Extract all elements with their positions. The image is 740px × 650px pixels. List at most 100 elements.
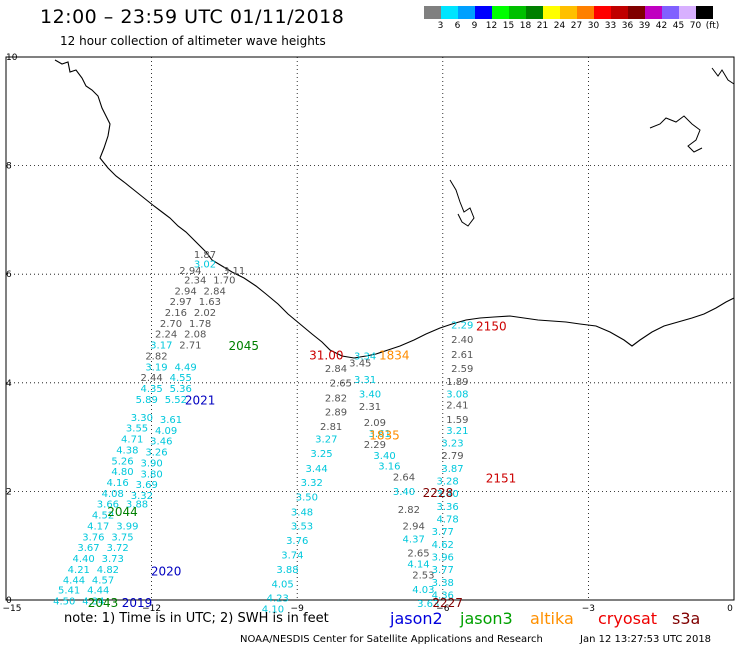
pass-time-label: 2043	[88, 596, 119, 610]
y-tick-label: 4	[6, 379, 12, 389]
wave-height-value: 4.09	[155, 426, 177, 437]
wave-height-value: 3.38	[432, 578, 454, 589]
wave-height-value: 3.61	[160, 415, 182, 426]
wave-height-value: 2.84	[204, 286, 226, 297]
wave-height-value: 3.48	[291, 507, 313, 518]
wave-height-value: 3.55	[126, 424, 148, 435]
wave-height-value: 2.08	[184, 330, 206, 341]
axis-ticks: −15 −12 −9 −6 −3 0 10 8 6 4 2 0	[3, 53, 734, 614]
wave-height-value: 5.52	[165, 395, 187, 406]
wave-height-value: 3.88	[126, 500, 148, 511]
wave-height-value: 4.38	[116, 445, 138, 456]
legend-swatch	[577, 6, 594, 19]
wave-height-value: 1.59	[446, 415, 468, 426]
wave-height-value: 2.29	[364, 440, 386, 451]
wave-height-value: 3.87	[441, 464, 463, 475]
pass-time-label: 2228	[423, 486, 454, 500]
legend-label: 21	[536, 21, 549, 31]
wave-height-value: 3.69	[136, 480, 158, 491]
wave-height-value: 4.16	[106, 478, 128, 489]
wave-height-value: 3.90	[140, 458, 162, 469]
legend-swatch	[492, 6, 509, 19]
wave-height-value: 5.89	[136, 395, 158, 406]
wave-height-value: 4.50	[53, 596, 75, 607]
wave-height-value: 4.10	[262, 604, 284, 615]
legend-label: 30	[587, 21, 600, 31]
legend-swatch	[560, 6, 577, 19]
wave-height-value: 2.64	[393, 473, 415, 484]
map-grid	[6, 57, 734, 600]
wave-height-value: 3.76	[286, 536, 308, 547]
credit-line: NOAA/NESDIS Center for Satellite Applica…	[240, 634, 543, 645]
wave-height-value: 3.40	[373, 451, 395, 462]
wave-height-value: 2.65	[330, 379, 352, 390]
wave-height-value: 3.32	[131, 491, 153, 502]
wave-height-value: 2.24	[155, 330, 177, 341]
wave-height-value: 3.45	[349, 359, 371, 370]
x-tick-label: −12	[142, 604, 161, 614]
coastline-west	[54, 59, 735, 359]
wave-height-value: 4.40	[73, 554, 95, 565]
page-subtitle: 12 hour collection of altimeter wave hei…	[60, 34, 326, 48]
wave-height-value: 5.26	[111, 456, 133, 467]
y-tick-label: 2	[6, 487, 12, 497]
wave-height-value: 3.17	[150, 341, 172, 352]
wave-height-value: 4.57	[92, 576, 114, 587]
wave-height-value: 3.16	[378, 462, 400, 473]
pass-time-label: 2150	[476, 320, 507, 334]
pass-time-label: 2044	[107, 505, 138, 519]
legend-swatch	[424, 6, 441, 19]
legend-swatch	[696, 6, 713, 19]
wave-height-value: 3.88	[276, 565, 298, 576]
legend-swatch	[611, 6, 628, 19]
pass-time-label: 1834	[379, 348, 410, 362]
wave-height-value: 2.82	[145, 351, 167, 362]
legend-label: 24	[553, 21, 566, 31]
wave-height-value: 3.77	[432, 527, 454, 538]
y-tick-label: 10	[6, 53, 18, 63]
wave-height-value: 3.75	[111, 532, 133, 543]
legend-swatch	[543, 6, 560, 19]
wave-height-value: 2.65	[407, 549, 429, 560]
pass-time-label: 2151	[486, 472, 517, 486]
y-tick-label: 0	[6, 596, 12, 606]
legend-label: 36	[621, 21, 634, 31]
wave-height-value: 3.72	[106, 543, 128, 554]
wave-height-value: 1.63	[199, 297, 221, 308]
wave-height-value: 2.82	[398, 505, 420, 516]
wave-height-value: 4.05	[272, 580, 294, 591]
legend-label: 70	[689, 21, 702, 31]
wave-height-value: 2.81	[320, 422, 342, 433]
x-tick-label: −9	[291, 604, 305, 614]
wave-height-value: 2.59	[451, 364, 473, 375]
wave-height-value: 4.08	[102, 489, 124, 500]
legend-swatch	[458, 6, 475, 19]
wave-height-value: 3.61	[369, 429, 391, 440]
legend-swatch	[679, 6, 696, 19]
wave-height-value: 3.77	[432, 565, 454, 576]
footnote: note: 1) Time is in UTC; 2) SWH is in fe…	[64, 611, 329, 626]
satellite-label-altika: altika	[530, 609, 574, 628]
coastline-east	[649, 115, 703, 153]
wave-height-value: 5.36	[170, 384, 192, 395]
wave-height-value: 4.17	[87, 521, 109, 532]
wave-height-value: 3.74	[281, 551, 303, 562]
wave-height-value: 2.82	[325, 393, 347, 404]
wave-height-value: 3.76	[82, 532, 104, 543]
wave-height-value: 4.52	[92, 511, 114, 522]
legend-label: 42	[655, 21, 668, 31]
wave-height-value: 2.94	[174, 286, 196, 297]
satellite-label-jason2: jason2	[390, 609, 443, 628]
wave-height-value: 3.44	[305, 464, 327, 475]
wave-height-value: 2.41	[446, 400, 468, 411]
wave-height-value: 2.79	[441, 451, 463, 462]
wave-height-value: 2.61	[451, 350, 473, 361]
wave-height-value: 3.32	[301, 478, 323, 489]
pass-time-label: 2021	[185, 394, 216, 408]
legend-label: (ft)	[705, 21, 720, 31]
wave-height-value: 2.71	[179, 341, 201, 352]
wave-height-value: 3.34	[354, 351, 376, 362]
wave-height-value: 3.19	[145, 362, 167, 373]
